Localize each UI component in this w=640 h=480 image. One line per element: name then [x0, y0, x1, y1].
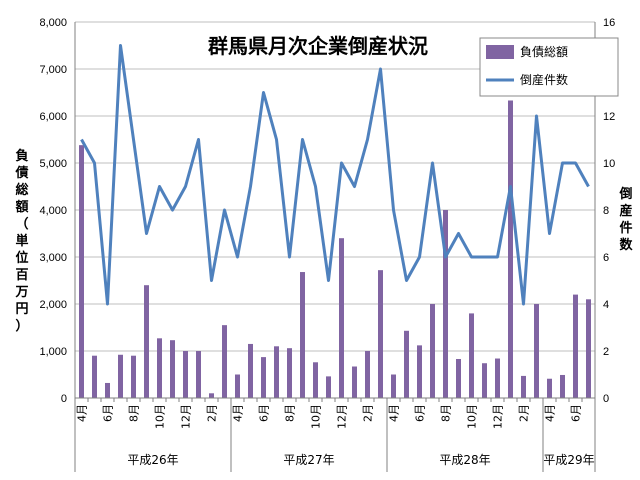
left-tick-label: 7,000: [39, 64, 67, 76]
right-axis-title: 倒産件数: [618, 186, 633, 253]
bar: [79, 145, 84, 398]
right-tick-label: 0: [603, 393, 609, 405]
bar: [547, 378, 552, 398]
bar-series: [79, 100, 591, 399]
bar: [222, 325, 227, 398]
count-line: [80, 44, 590, 306]
legend-line-label: 倒産件数: [520, 72, 568, 87]
month-label: 4月: [232, 404, 245, 422]
bar: [313, 362, 318, 398]
month-label: 4月: [544, 404, 557, 422]
bar: [352, 366, 357, 398]
year-label: 平成27年: [283, 453, 334, 467]
bar: [118, 354, 123, 398]
bar: [560, 374, 565, 398]
bar: [144, 285, 149, 398]
month-label: 12月: [336, 404, 349, 429]
bar: [482, 363, 487, 398]
year-label: 平成29年: [543, 453, 594, 467]
month-label: 8月: [284, 404, 297, 422]
bar: [365, 351, 370, 398]
left-tick-label: 8,000: [39, 17, 67, 29]
bar: [586, 299, 591, 398]
month-label: 6月: [414, 404, 427, 422]
left-tick-label: 6,000: [39, 111, 67, 123]
bar: [430, 304, 435, 398]
gridlines: [75, 21, 595, 352]
month-label: 10月: [310, 404, 323, 429]
bar: [235, 374, 240, 398]
x-axis-labels: 4月 6月 8月 10月 12月 2月 4月 6月 8月 10月 12月 2月 4月 6月 8月 10月 12月…: [76, 404, 595, 467]
right-tick-label: 8: [603, 205, 609, 217]
bar: [404, 330, 409, 398]
left-axis-title: 負債総額（単位百万円）: [14, 148, 28, 334]
bar: [131, 355, 136, 398]
bar: [170, 340, 175, 398]
month-label: 10月: [154, 404, 167, 429]
month-label: 4月: [388, 404, 401, 422]
bar: [92, 355, 97, 398]
bar: [261, 357, 266, 398]
month-label: 10月: [466, 404, 479, 429]
legend-bar-swatch: [486, 45, 514, 59]
bar: [196, 351, 201, 398]
year-label: 平成26年: [127, 453, 178, 467]
chart-title: 群馬県月次企業倒産状況: [207, 34, 428, 58]
left-tick-label: 1,000: [39, 346, 67, 358]
month-label: 6月: [102, 404, 115, 422]
month-label: 12月: [492, 404, 505, 429]
line-series: [80, 44, 590, 306]
bar: [248, 343, 253, 398]
right-tick-label: 4: [603, 299, 609, 311]
bar: [274, 346, 279, 398]
left-tick-label: 5,000: [39, 158, 67, 170]
left-tick-label: 0: [61, 393, 67, 405]
axes: [74, 22, 596, 472]
left-tick-label: 2,000: [39, 299, 67, 311]
bar: [105, 382, 110, 398]
bar: [534, 304, 539, 398]
month-label: 6月: [258, 404, 271, 422]
right-tick-label: 6: [603, 252, 609, 264]
right-tick-label: 2: [603, 346, 609, 358]
left-tick-label: 3,000: [39, 252, 67, 264]
left-axis-label: 負債総額（単位百万円）: [14, 148, 28, 334]
right-tick-label: 12: [603, 111, 615, 123]
left-axis-ticks: 0 1,000 2,000 3,000 4,000 5,000 6,000 7,000 8,00…: [39, 17, 67, 405]
month-label: 8月: [440, 404, 453, 422]
bar: [417, 345, 422, 398]
legend: 負債総額 倒産件数: [479, 37, 619, 97]
bar: [287, 348, 292, 398]
bar: [326, 376, 331, 398]
bar: [378, 270, 383, 398]
month-label: 8月: [128, 404, 141, 422]
bar: [456, 358, 461, 398]
legend-bar-label: 負債総額: [520, 44, 568, 59]
bar: [339, 238, 344, 398]
bar: [521, 375, 526, 398]
month-label: 2月: [518, 404, 531, 422]
right-axis-label: 倒産件数: [618, 186, 633, 253]
bar: [183, 351, 188, 398]
right-tick-label: 16: [603, 17, 615, 29]
bar: [300, 272, 305, 398]
month-label: 2月: [362, 404, 375, 422]
bar: [508, 100, 513, 399]
bar: [573, 294, 578, 398]
month-label: 4月: [76, 404, 89, 422]
bar: [209, 393, 214, 398]
month-label: 12月: [180, 404, 193, 429]
bar: [469, 313, 474, 398]
bar: [391, 374, 396, 398]
bar: [495, 358, 500, 398]
bar: [443, 210, 448, 398]
bar: [157, 338, 162, 398]
right-tick-label: 10: [603, 158, 615, 170]
year-label: 平成28年: [439, 453, 490, 467]
left-tick-label: 4,000: [39, 205, 67, 217]
month-label: 6月: [570, 404, 583, 422]
month-label: 2月: [206, 404, 219, 422]
